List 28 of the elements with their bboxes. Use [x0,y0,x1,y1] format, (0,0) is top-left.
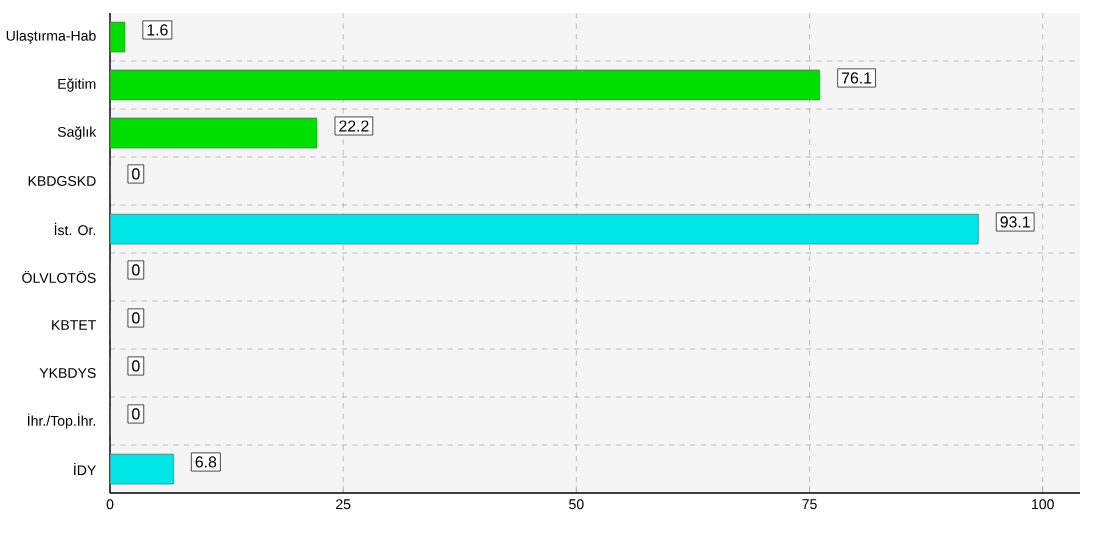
data-label: 0 [132,360,140,372]
y-tick-label: Eğitim [58,78,96,92]
x-tick-label: 100 [1032,499,1054,510]
data-label: 76.1 [842,72,872,84]
y-tick-label: Sağlık [57,126,97,140]
y-tick-label: Ulaştırma-Hab [6,30,96,44]
y-tick-label: YKBDYS [39,368,96,378]
data-label: 22.2 [339,120,369,132]
x-tick-label: 75 [802,499,817,510]
data-label: 0 [132,312,140,324]
bar [110,69,821,101]
data-label: 0 [132,408,140,420]
data-label: 6.8 [195,456,217,468]
data-label: 1.6 [147,24,168,36]
y-tick-label: ÖLVLOTÖS [22,271,96,283]
y-tick-label: İhr./Top.İhr. [28,413,96,429]
x-tick-label: 25 [336,499,351,510]
data-label: 0 [132,168,140,180]
bar [110,213,979,245]
y-tick-label: İDY [74,462,96,476]
x-tick-label: 0 [106,499,114,510]
y-tick-label: KBTET [52,320,96,330]
data-label: 0 [132,264,140,276]
x-tick-label: 50 [569,499,584,510]
y-tick-label: KBDGSKD [28,176,96,186]
y-tick-label: İst. Or. [54,222,96,236]
bar [110,453,174,485]
data-label: 93.1 [1000,216,1030,228]
